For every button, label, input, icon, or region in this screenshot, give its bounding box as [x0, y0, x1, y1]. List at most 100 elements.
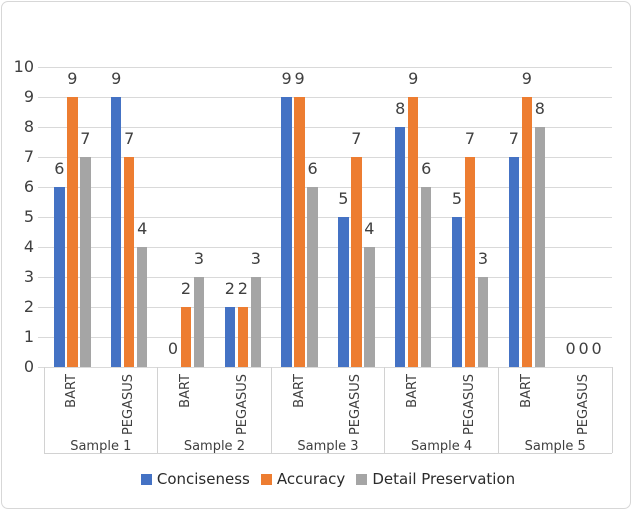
- data-label: 7: [351, 129, 362, 148]
- data-label: 8: [534, 99, 545, 118]
- data-label: 2: [224, 279, 235, 298]
- bar-conciseness-bart-sample-3: [281, 97, 292, 367]
- bar-conciseness-bart-sample-1: [54, 187, 65, 367]
- data-label: 0: [578, 339, 589, 358]
- data-label: 2: [237, 279, 248, 298]
- data-label: 6: [307, 159, 318, 178]
- legend-label: Accuracy: [276, 470, 346, 488]
- data-label: 9: [408, 69, 419, 88]
- y-axis-tick-label: 5: [23, 207, 34, 226]
- gridline-y9: [38, 96, 612, 98]
- bar-conciseness-pegasus-sample-1: [110, 97, 122, 367]
- data-label: 7: [124, 129, 135, 148]
- bar-accuracy-bart-sample-5: [521, 97, 533, 367]
- bar-conciseness-bart-sample-5: [508, 157, 520, 367]
- category-label-bart-1: BART: [64, 374, 80, 408]
- group-label-sample-1: Sample 1: [70, 439, 132, 454]
- gridline-y7: [38, 156, 612, 158]
- data-label: 6: [421, 159, 432, 178]
- category-band-separator: [270, 367, 272, 453]
- y-axis-tick-label: 8: [23, 117, 34, 136]
- data-label: 9: [67, 69, 78, 88]
- data-label: 4: [364, 219, 375, 238]
- bar-conciseness-pegasus-sample-2: [224, 307, 236, 367]
- gridline-y5: [38, 216, 612, 218]
- legend-item-detail-preservation: Detail Preservation: [356, 470, 515, 488]
- group-label-sample-5: Sample 5: [524, 439, 586, 454]
- category-label-bart-2: BART: [178, 374, 193, 408]
- bar-conciseness-pegasus-sample-3: [338, 217, 349, 367]
- category-label-pegasus-2: PEGASUS: [234, 374, 250, 436]
- bar-detail-preservation-bart-sample-4: [420, 187, 432, 367]
- gridline-y1: [38, 336, 612, 338]
- bar-accuracy-pegasus-sample-1: [123, 157, 135, 367]
- gridline-y8: [38, 126, 612, 128]
- category-band-separator: [157, 367, 159, 453]
- y-axis-tick-label: 7: [23, 147, 34, 166]
- bar-detail-preservation-bart-sample-1: [80, 157, 91, 367]
- group-label-sample-4: Sample 4: [411, 439, 473, 454]
- data-label: 0: [591, 339, 602, 358]
- bar-detail-preservation-bart-sample-3: [307, 187, 318, 367]
- gridline-y10: [38, 66, 612, 68]
- y-axis-tick-label: 10: [13, 57, 34, 76]
- data-label: 9: [111, 69, 122, 88]
- category-label-bart-5: BART: [518, 374, 534, 408]
- gridline-y3: [38, 276, 612, 278]
- y-axis-tick-label: 3: [23, 267, 34, 286]
- gridline-y4: [38, 246, 612, 248]
- bar-conciseness-bart-sample-4: [394, 127, 406, 367]
- data-label: 2: [180, 279, 192, 298]
- legend-swatch-icon: [140, 473, 152, 485]
- legend-item-conciseness: Conciseness: [140, 470, 250, 488]
- legend-item-accuracy: Accuracy: [260, 470, 346, 488]
- gridline-y0: [38, 366, 612, 368]
- group-label-sample-3: Sample 3: [297, 439, 359, 454]
- data-label: 9: [281, 69, 292, 88]
- bar-accuracy-pegasus-sample-4: [464, 157, 476, 367]
- category-label-pegasus-5: PEGASUS: [575, 374, 591, 436]
- category-label-bart-3: BART: [291, 374, 307, 408]
- y-axis-tick-label: 0: [23, 357, 34, 376]
- data-label: 9: [521, 69, 532, 88]
- data-label: 5: [338, 189, 349, 208]
- legend-swatch-icon: [356, 473, 368, 485]
- bar-detail-preservation-pegasus-sample-3: [364, 247, 375, 367]
- data-label: 9: [294, 69, 305, 88]
- legend-label: Detail Preservation: [372, 470, 516, 488]
- chart-legend: Conciseness Accuracy Detail Preservation: [44, 469, 612, 489]
- data-label: 3: [250, 249, 261, 268]
- data-label: 3: [477, 249, 489, 268]
- bar-accuracy-bart-sample-4: [407, 97, 419, 367]
- category-band-bottom-line: [44, 452, 612, 454]
- data-label: 5: [451, 189, 463, 208]
- bar-accuracy-bart-sample-3: [294, 97, 305, 367]
- category-label-bart-4: BART: [405, 374, 421, 408]
- bar-accuracy-pegasus-sample-2: [237, 307, 249, 367]
- y-axis-tick-label: 2: [23, 297, 34, 316]
- gridline-y6: [38, 186, 612, 188]
- category-band-separator: [497, 367, 499, 453]
- category-label-pegasus-4: PEGASUS: [462, 374, 477, 436]
- category-band-separator: [611, 367, 613, 453]
- bar-detail-preservation-pegasus-sample-1: [136, 247, 148, 367]
- bar-detail-preservation-bart-sample-2: [193, 277, 205, 367]
- bar-accuracy-bart-sample-2: [180, 307, 192, 367]
- category-label-pegasus-1: PEGASUS: [121, 374, 137, 436]
- category-band-separator: [384, 367, 386, 453]
- bar-detail-preservation-bart-sample-5: [534, 127, 546, 367]
- data-label: 7: [80, 129, 91, 148]
- category-band-separator: [43, 367, 45, 453]
- data-label: 6: [54, 159, 65, 178]
- legend-swatch-icon: [260, 473, 272, 485]
- category-label-pegasus-3: PEGASUS: [348, 374, 364, 436]
- data-label: 7: [508, 129, 519, 148]
- data-label: 4: [137, 219, 148, 238]
- data-label: 7: [464, 129, 476, 148]
- group-label-sample-2: Sample 2: [183, 439, 245, 454]
- gridline-y2: [38, 306, 612, 308]
- y-axis-tick-label: 1: [23, 327, 34, 346]
- y-axis-tick-label: 4: [23, 237, 34, 256]
- data-label: 0: [167, 339, 179, 358]
